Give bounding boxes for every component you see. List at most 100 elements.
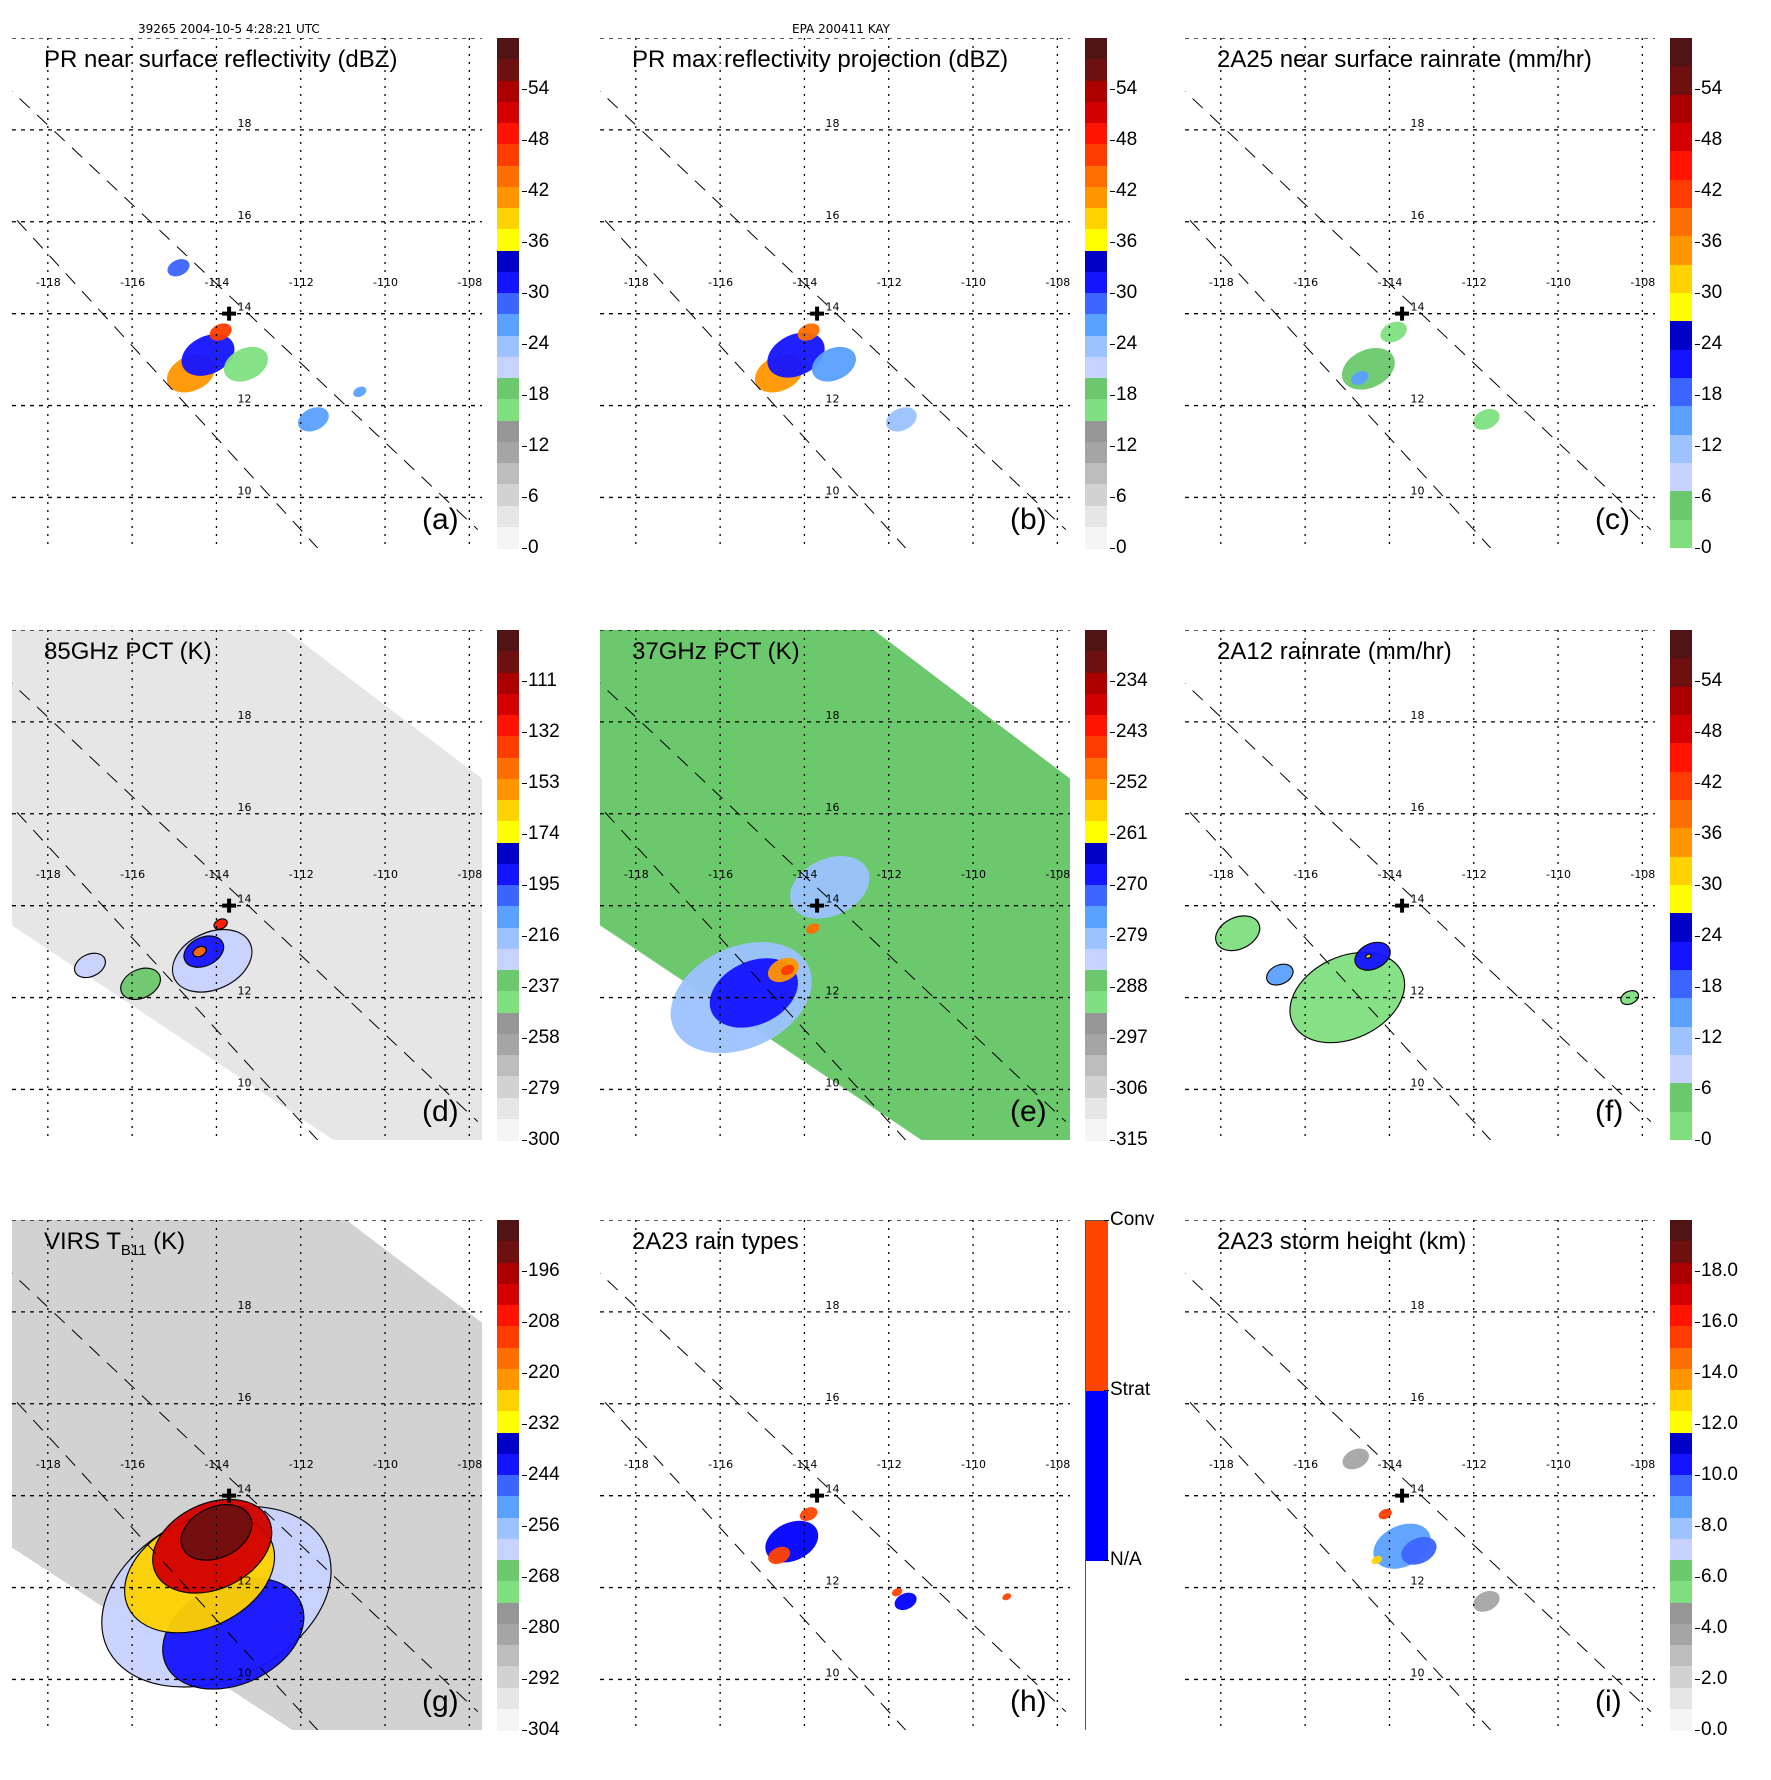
colorbar-tick-label: 280	[522, 1617, 560, 1638]
lon-tick-label: -114	[1377, 1458, 1402, 1471]
colorbar-tick-label: Strat	[1103, 1379, 1151, 1400]
colorbar-tick-label: 14.0	[1695, 1362, 1738, 1383]
lat-tick-label: 10	[238, 1666, 252, 1679]
colorbar-segment	[497, 356, 519, 379]
lat-tick-label: 18	[238, 117, 252, 130]
lat-tick-label: 18	[1411, 709, 1425, 722]
panel-letter: (e)	[1010, 1095, 1047, 1128]
colorbar-segment	[497, 526, 519, 549]
colorbar-tick-label: 24	[1694, 925, 1723, 946]
colorbar-segment	[497, 1033, 519, 1056]
panel-letter: (h)	[1010, 1685, 1047, 1718]
pr-swath-edge	[600, 1396, 907, 1730]
colorbar	[1085, 1220, 1108, 1731]
colorbar-segment	[497, 484, 519, 506]
lat-tick-label: 12	[826, 393, 840, 406]
lat-tick-label: 18	[826, 709, 840, 722]
panel-title: 85GHz PCT (K)	[44, 638, 212, 665]
colorbar-segment	[1085, 144, 1107, 166]
colorbar-segment	[1670, 94, 1692, 124]
colorbar-segment	[497, 1666, 519, 1688]
data-feature	[765, 1520, 819, 1563]
map-c: -118-116-114-112-110-108201816141210	[1185, 38, 1655, 548]
colorbar-tick-label: 42	[1109, 180, 1138, 201]
colorbar-tick-label: 42	[521, 180, 550, 201]
colorbar-segment	[497, 1326, 519, 1348]
colorbar-segment	[497, 885, 519, 907]
colorbar-tick-label: 24	[1694, 333, 1723, 354]
panel-title: 2A23 storm height (km)	[1217, 1228, 1467, 1255]
panel-letter: (c)	[1595, 503, 1630, 536]
pr-swath-edge	[1185, 1396, 1492, 1730]
colorbar-tick-label: 12	[521, 435, 550, 456]
colorbar-tick-label: 132	[522, 721, 560, 742]
lat-tick-label: 10	[826, 1666, 840, 1679]
colorbar-segment	[497, 208, 519, 230]
colorbar-segment	[497, 1390, 519, 1412]
colorbar-segment	[1086, 1221, 1108, 1391]
lat-tick-label: 12	[1411, 393, 1425, 406]
pr-swath-edge	[12, 1272, 479, 1712]
colorbar-segment	[1670, 1602, 1692, 1625]
data-feature	[885, 407, 917, 432]
lat-tick-label: 14	[1411, 893, 1425, 906]
orbit-timestamp: 39265 2004-10-5 4:28:21 UTC	[138, 22, 320, 36]
data-feature	[806, 923, 820, 934]
colorbar-segment	[497, 101, 519, 124]
lat-tick-label: 14	[826, 1483, 840, 1496]
colorbar-segment	[497, 1645, 519, 1667]
colorbar-segment	[1085, 970, 1107, 992]
pr-swath-edge	[1185, 806, 1492, 1140]
colorbar-tick-label: 16.0	[1695, 1311, 1738, 1332]
colorbar-segment	[1085, 672, 1107, 695]
lon-tick-label: -110	[373, 1458, 398, 1471]
colorbar-segment	[1670, 1517, 1692, 1540]
map-d: -118-116-114-112-110-108201816141210	[12, 630, 482, 1140]
lon-tick-label: -112	[289, 276, 314, 289]
lon-tick-label: -110	[961, 868, 986, 881]
colorbar-segment	[1670, 686, 1692, 716]
colorbar-segment	[1085, 800, 1107, 822]
colorbar-segment	[497, 1076, 519, 1098]
colorbar-tick-label: 48	[1694, 129, 1723, 150]
lat-tick-label: 14	[1411, 301, 1425, 314]
colorbar-segment	[1670, 1538, 1692, 1561]
lon-tick-label: -110	[373, 868, 398, 881]
colorbar-segment	[1670, 885, 1692, 914]
colorbar-segment	[1086, 1391, 1108, 1561]
colorbar-segment	[1670, 1347, 1692, 1370]
data-feature	[799, 1507, 818, 1521]
colorbar-tick-label: 315	[1110, 1129, 1148, 1150]
lon-tick-label: -112	[1462, 1458, 1487, 1471]
lon-tick-label: -114	[204, 276, 229, 289]
pr-swath-edge	[600, 682, 1067, 1122]
colorbar-tick-label: 0	[1110, 537, 1127, 558]
lat-tick-label: 18	[1411, 1299, 1425, 1312]
pr-swath-edge	[12, 214, 319, 548]
lon-tick-label: -110	[1546, 1458, 1571, 1471]
colorbar-segment	[1670, 1453, 1692, 1476]
data-feature	[894, 1592, 917, 1611]
colorbar-segment	[497, 59, 519, 81]
panel-i: -118-116-114-112-110-1082018161412102A23…	[1185, 1220, 1765, 1780]
panel-letter: (b)	[1010, 503, 1047, 536]
colorbar-segment	[497, 1368, 519, 1391]
swath-background	[12, 630, 482, 1140]
colorbar-segment	[1085, 165, 1107, 188]
colorbar-tick-label: 288	[1110, 976, 1148, 997]
lat-tick-label: 12	[826, 985, 840, 998]
colorbar-tick-label: 10.0	[1695, 1464, 1738, 1485]
data-feature	[1365, 953, 1372, 959]
colorbar-segment	[1085, 863, 1107, 886]
colorbar	[1085, 630, 1107, 1141]
colorbar-segment	[1670, 828, 1692, 858]
colorbar-tick-label: 6	[1695, 1078, 1712, 1099]
lon-tick-label: -118	[1209, 868, 1234, 881]
data-feature	[780, 964, 795, 976]
lat-tick-label: 12	[238, 393, 252, 406]
lat-tick-label: 10	[826, 484, 840, 497]
colorbar-segment	[1085, 101, 1107, 124]
colorbar-segment	[497, 630, 519, 652]
colorbar-tick-label: 243	[1110, 721, 1148, 742]
colorbar-segment	[497, 672, 519, 695]
